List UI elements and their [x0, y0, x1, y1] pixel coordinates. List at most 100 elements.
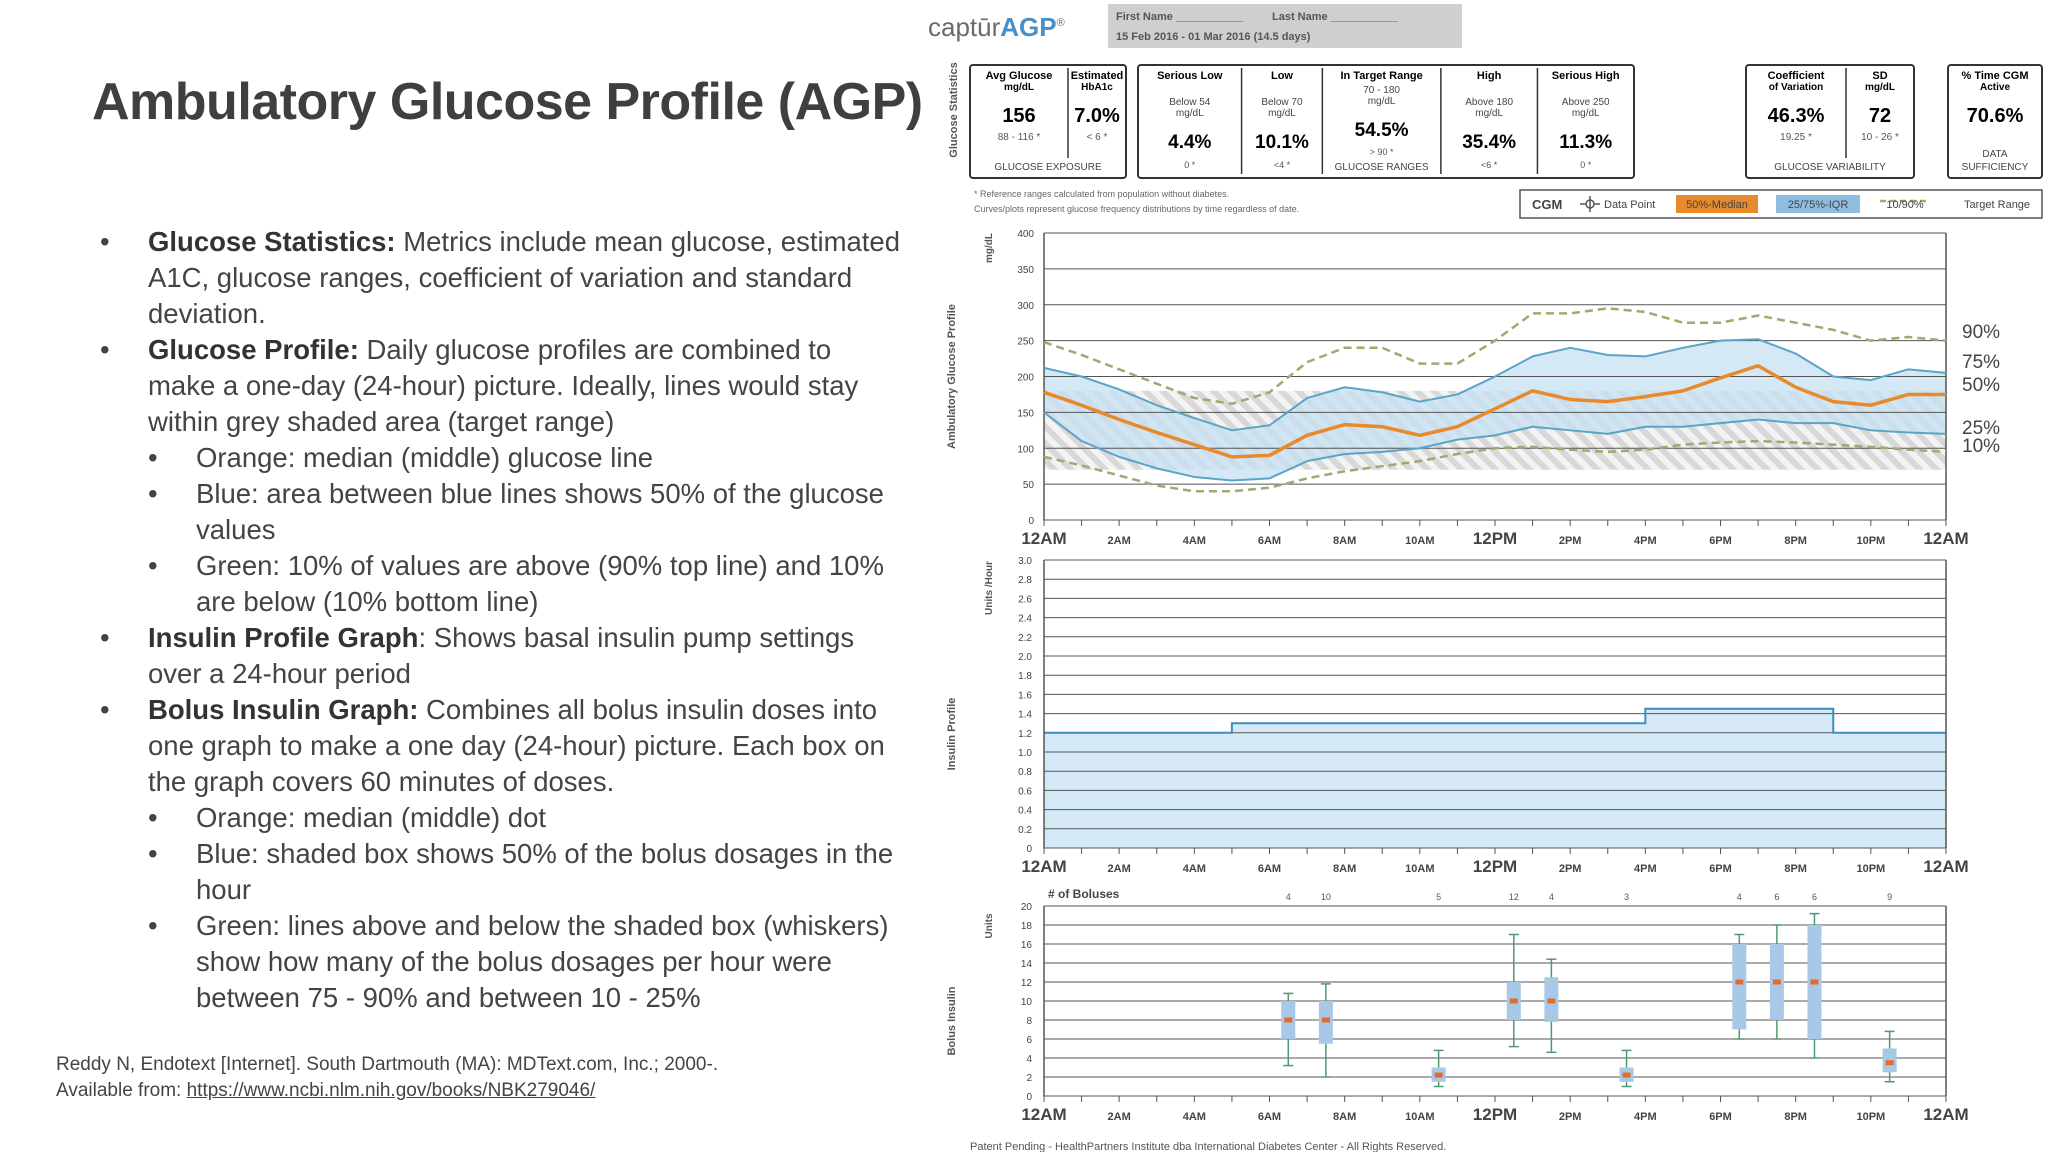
logo: captūrAGP® — [928, 12, 1065, 42]
bullet-dot: • — [100, 694, 110, 725]
avg-glucose-unit: mg/dL — [1004, 82, 1034, 93]
bullet-item: • Glucose Profile: Daily glucose profiles… — [100, 332, 900, 440]
x-tick-label: 6AM — [1258, 535, 1281, 547]
bolus-median-dot — [1434, 1072, 1443, 1078]
legend-cgm: CGM — [1532, 197, 1562, 212]
sufficiency-box — [1947, 64, 2043, 179]
y-tick-label: 250 — [1017, 337, 1034, 348]
series-90 — [1043, 307, 1947, 406]
legend-iqr: 25/75%-IQR — [1788, 199, 1849, 211]
bullet-item: • Green: lines above and below the shaded… — [100, 908, 900, 1016]
sd-unit: mg/dL — [1865, 82, 1895, 93]
bullet-text: Green: lines above and below the shaded … — [196, 910, 889, 1013]
range-unit: mg/dL — [1368, 96, 1396, 107]
bolus-count: 3 — [1624, 892, 1629, 902]
sd-label: SD — [1872, 70, 1887, 82]
y-tick-label: 0 — [1028, 516, 1034, 527]
legend-median-swatch — [1676, 195, 1758, 213]
y-tick-label: 0.6 — [1018, 786, 1032, 797]
bullet-item: • Orange: median (middle) glucose line — [100, 440, 900, 476]
y-tick-label: 1.6 — [1018, 690, 1032, 701]
y-tick-label: 10 — [1021, 997, 1033, 1008]
variability-footer: GLUCOSE VARIABILITY — [1774, 162, 1886, 173]
agp-report: captūrAGP® First Name ___________ Last N… — [920, 0, 2048, 1152]
agp-yunit: mg/dL — [984, 233, 995, 263]
bolus-box — [1732, 944, 1747, 1030]
x-tick-label: 8PM — [1784, 863, 1807, 875]
series-end-label: 75% — [1962, 352, 2000, 373]
y-tick-label: 0 — [1026, 1092, 1032, 1103]
range-ref: 0 * — [1580, 160, 1592, 170]
x-tick-label: 10AM — [1405, 863, 1434, 875]
y-tick-label: 6 — [1026, 1035, 1032, 1046]
y-tick-label: 200 — [1017, 373, 1034, 384]
bolus-median-dot — [1810, 979, 1819, 985]
patient-box — [1108, 4, 1462, 48]
legend-median: 50%-Median — [1686, 199, 1748, 211]
reference-line-2: Available from: https://www.ncbi.nlm.nih… — [56, 1078, 718, 1104]
bolus-median-dot — [1885, 1060, 1894, 1066]
range-value: 10.1% — [1255, 132, 1309, 153]
y-tick-label: 12 — [1021, 978, 1033, 989]
ranges-box — [1137, 64, 1635, 179]
note-1: * Reference ranges calculated from popul… — [974, 189, 1229, 199]
basal-line — [1044, 707, 1946, 734]
y-tick-label: 0.2 — [1018, 825, 1032, 836]
sufficiency-footer-2: SUFFICIENCY — [1962, 162, 2029, 173]
exposure-footer: GLUCOSE EXPOSURE — [994, 162, 1102, 173]
x-tick-label: 6AM — [1258, 1111, 1281, 1123]
series-25 — [1043, 411, 1947, 482]
agp-chart: Ambulatory Glucose Profile mg/dL 0 50 100 150… — [946, 229, 2000, 548]
x-tick-label: 12PM — [1473, 857, 1517, 876]
range-label: In Target Range — [1340, 70, 1422, 82]
reference-line-1: Reddy N, Endotext [Internet]. South Dart… — [56, 1054, 719, 1075]
series-50-median — [1043, 363, 1946, 459]
y-tick-label: 2 — [1026, 1073, 1032, 1084]
note-2: Curves/plots represent glucose frequency… — [974, 204, 1299, 214]
bullet-dot: • — [148, 910, 158, 941]
range-unit: mg/dL — [1176, 108, 1204, 119]
date-range: 15 Feb 2016 - 01 Mar 2016 (14.5 days) — [1116, 31, 1311, 43]
y-tick-label: 400 — [1017, 229, 1034, 240]
range-label: Low — [1271, 70, 1293, 82]
bolus-count: 5 — [1436, 892, 1441, 902]
y-tick-label: 300 — [1017, 301, 1034, 312]
y-tick-label: 100 — [1017, 444, 1034, 455]
series-10 — [1043, 439, 1947, 493]
x-tick-label: 12PM — [1473, 1105, 1517, 1124]
x-tick-label: 10AM — [1405, 535, 1434, 547]
insulin-ylabel: Insulin Profile — [946, 698, 958, 771]
a1c-value: 7.0% — [1074, 105, 1120, 127]
last-name-label: Last Name ___________ — [1272, 11, 1399, 23]
reference-link[interactable]: https://www.ncbi.nlm.nih.gov/books/NBK27… — [186, 1080, 596, 1101]
bolus-median-dot — [1772, 979, 1781, 985]
bolus-yunit: Units — [984, 913, 995, 938]
agp-report-figure: captūrAGP® First Name ___________ Last N… — [928, 4, 2043, 1152]
x-tick-label: 2PM — [1559, 535, 1582, 547]
bolus-median-dot — [1284, 1017, 1293, 1023]
cv-ref: 19.25 * — [1780, 132, 1812, 143]
sufficiency-value: 70.6% — [1967, 105, 2024, 127]
insulin-yunit: Units /Hour — [984, 561, 995, 615]
series-end-label: 50% — [1962, 375, 2000, 396]
bullet-item: • Blue: area between blue lines shows 50%… — [100, 476, 900, 548]
bullet-text: Blue: shaded box shows 50% of the bolus … — [196, 838, 894, 905]
y-tick-label: 1.4 — [1018, 710, 1032, 721]
glucose-statistics: Glucose Statistics Avg Glucose mg/dL 156… — [948, 62, 2043, 179]
a1c-label-2: HbA1c — [1081, 82, 1113, 93]
x-tick-label: 12AM — [1021, 857, 1066, 876]
bolus-count: 12 — [1509, 892, 1519, 902]
x-tick-label: 4PM — [1634, 535, 1657, 547]
y-tick-label: 1.8 — [1018, 671, 1032, 682]
y-tick-label: 50 — [1023, 480, 1035, 491]
y-tick-label: 20 — [1021, 902, 1033, 913]
variability-box — [1745, 64, 1915, 179]
bolus-count: 4 — [1286, 892, 1291, 902]
bullet-dot: • — [148, 478, 158, 509]
y-tick-label: 18 — [1021, 921, 1033, 932]
range-unit: mg/dL — [1475, 108, 1503, 119]
avg-glucose-label: Avg Glucose — [986, 70, 1053, 82]
bullet-dot: • — [100, 226, 110, 257]
bullet-item: • Insulin Profile Graph: Shows basal insu… — [100, 620, 900, 692]
